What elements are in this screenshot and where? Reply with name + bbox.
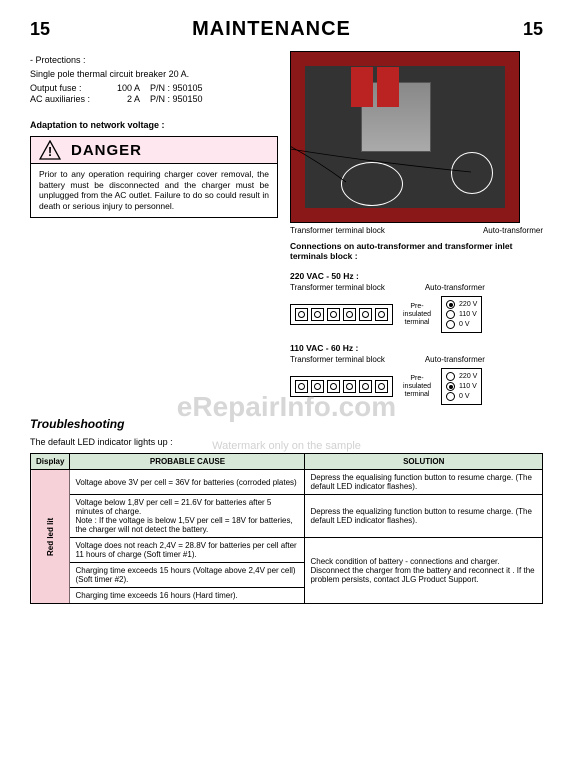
- v110-title: 110 VAC - 60 Hz :: [290, 343, 543, 353]
- v220-diagram: Pre-insulatedterminal 220 V 110 V 0 V: [290, 296, 543, 333]
- spec-a: AC auxiliaries :: [30, 94, 108, 104]
- spec-b: 100 A: [108, 83, 150, 93]
- cause-cell: Charging time exceeds 15 hours (Voltage …: [70, 563, 305, 588]
- v220-right: Auto-transformer: [425, 283, 485, 292]
- terminal-block: [290, 376, 393, 397]
- warning-icon: !: [39, 140, 61, 160]
- solution-cell: Depress the equalizing function button t…: [305, 495, 543, 538]
- pre-insulated-label: Pre-insulatedterminal: [403, 375, 431, 398]
- spec-a: Output fuse :: [30, 83, 108, 93]
- th-solution: SOLUTION: [305, 454, 543, 470]
- danger-box: ! DANGER Prior to any operation requirin…: [30, 136, 278, 218]
- v220-left: Transformer terminal block: [290, 283, 385, 292]
- v110-right: Auto-transformer: [425, 355, 485, 364]
- solution-cell: Depress the equalising function button t…: [305, 470, 543, 495]
- pre-insulated-label: Pre-insulatedterminal: [403, 303, 431, 326]
- page-number-right: 15: [523, 19, 543, 40]
- auto-transformer-block: 220 V 110 V 0 V: [441, 296, 482, 333]
- radio-110: [446, 382, 455, 391]
- th-cause: PROBABLE CAUSE: [70, 454, 305, 470]
- troubleshooting-intro: The default LED indicator lights up :: [30, 437, 543, 447]
- spec-c: P/N : 950105: [150, 83, 203, 93]
- danger-body: Prior to any operation requiring charger…: [31, 164, 277, 217]
- th-display: Display: [31, 454, 70, 470]
- cause-cell: Voltage below 1,8V per cell = 21.6V for …: [70, 495, 305, 538]
- v110-left: Transformer terminal block: [290, 355, 385, 364]
- radio-220: [446, 372, 455, 381]
- troubleshooting-heading: Troubleshooting: [30, 417, 543, 431]
- radio-0: [446, 320, 455, 329]
- protections-label: - Protections :: [30, 55, 278, 65]
- caption-autotransformer: Auto-transformer: [483, 226, 543, 235]
- cause-cell: Charging time exceeds 16 hours (Hard tim…: [70, 588, 305, 604]
- spec-b: 2 A: [108, 94, 150, 104]
- auto-transformer-block: 220 V 110 V 0 V: [441, 368, 482, 405]
- radio-0: [446, 392, 455, 401]
- v110-diagram: Pre-insulatedterminal 220 V 110 V 0 V: [290, 368, 543, 405]
- protections-line1: Single pole thermal circuit breaker 20 A…: [30, 69, 278, 79]
- adaptation-label: Adaptation to network voltage :: [30, 120, 278, 130]
- page-title: MAINTENANCE: [192, 18, 351, 41]
- charger-photo: [290, 51, 520, 223]
- cause-cell: Voltage does not reach 2,4V = 28.8V for …: [70, 538, 305, 563]
- svg-text:!: !: [48, 144, 52, 159]
- spec-c: P/N : 950150: [150, 94, 203, 104]
- danger-word: DANGER: [71, 142, 142, 159]
- spec-row: AC auxiliaries : 2 A P/N : 950150: [30, 94, 278, 104]
- v220-title: 220 VAC - 50 Hz :: [290, 271, 543, 281]
- connections-label: Connections on auto-transformer and tran…: [290, 241, 543, 261]
- spec-row: Output fuse : 100 A P/N : 950105: [30, 83, 278, 93]
- solution-cell: Check condition of battery - connections…: [305, 538, 543, 604]
- leader-lines: [290, 52, 520, 223]
- cause-cell: Voltage above 3V per cell = 36V for batt…: [70, 470, 305, 495]
- radio-220: [446, 300, 455, 309]
- caption-transformer: Transformer terminal block: [290, 226, 385, 235]
- troubleshooting-table: Display PROBABLE CAUSE SOLUTION Red led …: [30, 453, 543, 604]
- radio-110: [446, 310, 455, 319]
- terminal-block: [290, 304, 393, 325]
- row-label-red: Red led lit: [31, 470, 70, 604]
- page-number-left: 15: [30, 19, 50, 40]
